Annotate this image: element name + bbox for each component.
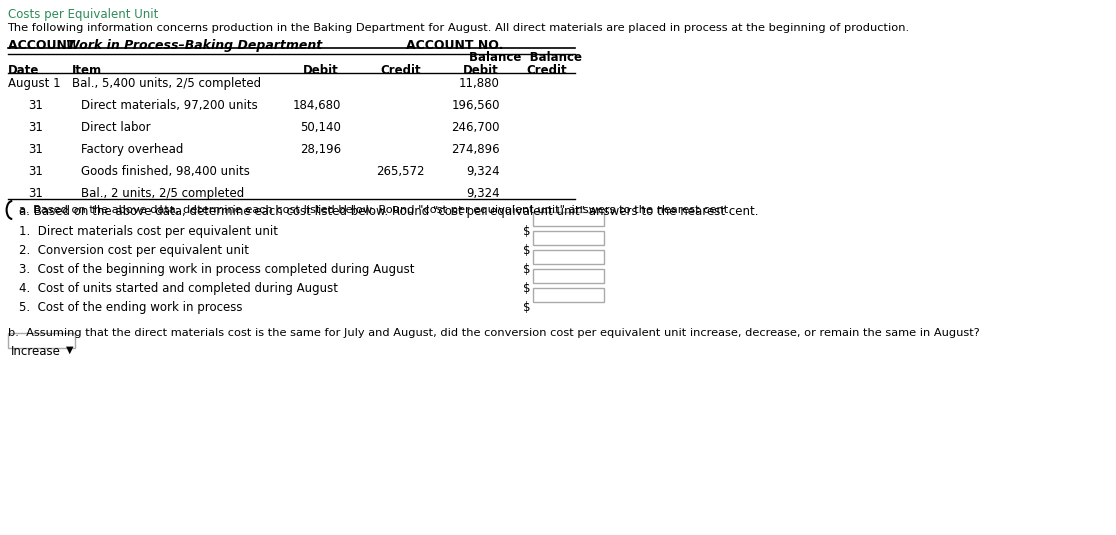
Text: Bal., 5,400 units, 2/5 completed: Bal., 5,400 units, 2/5 completed [71,77,261,90]
Text: $: $ [523,225,531,238]
Text: 31: 31 [28,143,44,156]
Text: 9,324: 9,324 [466,187,500,200]
Text: 31: 31 [28,165,44,178]
Text: $: $ [523,282,531,295]
Text: 5.  Cost of the ending work in process: 5. Cost of the ending work in process [19,301,242,314]
Text: a. Based on the above data, determine each cost listed below. Round "cost per eq: a. Based on the above data, determine ea… [19,205,759,218]
Text: 31: 31 [28,99,44,112]
FancyBboxPatch shape [8,333,76,348]
Text: 184,680: 184,680 [294,99,341,112]
Text: Factory overhead: Factory overhead [81,143,183,156]
Text: Goods finished, 98,400 units: Goods finished, 98,400 units [81,165,250,178]
FancyBboxPatch shape [532,269,604,283]
Text: Credit: Credit [527,64,567,77]
Text: Costs per Equivalent Unit: Costs per Equivalent Unit [8,8,158,21]
Text: 50,140: 50,140 [300,121,341,134]
Text: Balance  Balance: Balance Balance [469,51,581,64]
Text: 28,196: 28,196 [300,143,341,156]
Text: August 1: August 1 [8,77,60,90]
FancyBboxPatch shape [532,288,604,302]
Text: 274,896: 274,896 [451,143,500,156]
Text: 11,880: 11,880 [459,77,500,90]
Text: Debit: Debit [463,64,499,77]
FancyBboxPatch shape [532,212,604,226]
Text: 4.  Cost of units started and completed during August: 4. Cost of units started and completed d… [19,282,338,295]
Text: $: $ [523,263,531,276]
Text: $: $ [523,301,531,314]
Text: Date: Date [8,64,39,77]
Text: 265,572: 265,572 [376,165,424,178]
Text: 31: 31 [28,187,44,200]
Text: 3.  Cost of the beginning work in process completed during August: 3. Cost of the beginning work in process… [19,263,414,276]
Text: 246,700: 246,700 [451,121,500,134]
Text: 31: 31 [28,121,44,134]
Text: ACCOUNT NO.: ACCOUNT NO. [405,39,503,52]
Text: The following information concerns production in the Baking Department for Augus: The following information concerns produ… [8,23,910,33]
Text: a. Based on the above data, determine each cost listed below. Round "cost per eq: a. Based on the above data, determine ea… [19,205,732,215]
FancyBboxPatch shape [532,231,604,245]
Text: ACCOUNT: ACCOUNT [8,39,79,52]
Text: $: $ [523,244,531,257]
Text: Increase: Increase [11,345,61,358]
Text: 2.  Conversion cost per equivalent unit: 2. Conversion cost per equivalent unit [19,244,249,257]
Text: 196,560: 196,560 [451,99,500,112]
Text: Credit: Credit [381,64,421,77]
Text: 1.  Direct materials cost per equivalent unit: 1. Direct materials cost per equivalent … [19,225,278,238]
Text: ▼: ▼ [66,345,74,355]
Text: Debit: Debit [302,64,338,77]
Text: Direct labor: Direct labor [81,121,151,134]
Text: b.  Assuming that the direct materials cost is the same for July and August, did: b. Assuming that the direct materials co… [8,328,980,338]
FancyBboxPatch shape [532,250,604,264]
Text: Work in Process–Baking Department: Work in Process–Baking Department [66,39,323,52]
Text: Bal., 2 units, 2/5 completed: Bal., 2 units, 2/5 completed [81,187,244,200]
Text: Item: Item [71,64,102,77]
Text: 9,324: 9,324 [466,165,500,178]
Text: Direct materials, 97,200 units: Direct materials, 97,200 units [81,99,258,112]
